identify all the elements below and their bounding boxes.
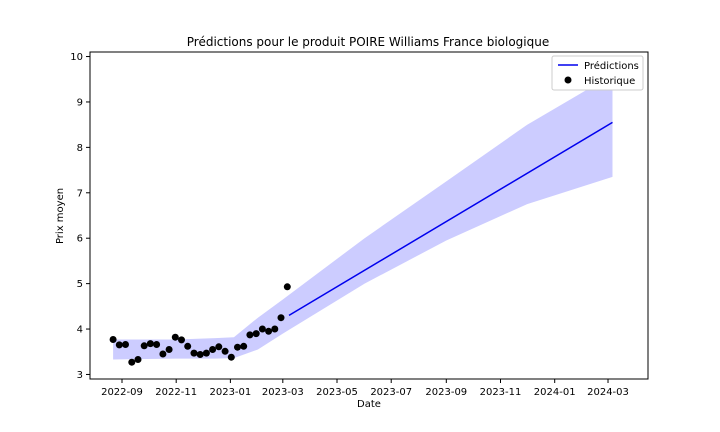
history-point xyxy=(178,336,185,344)
history-point xyxy=(234,343,241,351)
legend-history-swatch xyxy=(564,76,572,84)
y-tick-label: 7 xyxy=(77,188,83,199)
history-point xyxy=(165,346,173,353)
y-tick-label: 6 xyxy=(77,234,83,245)
history-point xyxy=(252,330,260,338)
history-point xyxy=(215,343,223,351)
history-point xyxy=(209,346,217,353)
history-point xyxy=(202,349,210,357)
history-point xyxy=(128,358,136,366)
y-tick-label: 10 xyxy=(70,52,83,63)
history-point xyxy=(109,336,117,343)
y-tick-label: 8 xyxy=(77,143,83,154)
x-tick-label: 2023-09 xyxy=(425,387,467,398)
history-point xyxy=(196,351,204,358)
x-tick-label: 2022-09 xyxy=(101,387,143,398)
history-points-layer xyxy=(109,283,291,366)
y-tick-label: 9 xyxy=(77,97,83,108)
x-tick-label: 2022-11 xyxy=(155,387,197,398)
y-tick-label: 5 xyxy=(77,279,83,290)
history-point xyxy=(258,325,266,333)
history-point xyxy=(140,342,148,350)
history-point xyxy=(221,347,229,355)
history-point xyxy=(134,356,142,363)
x-tick-label: 2023-11 xyxy=(480,387,522,398)
history-point xyxy=(277,314,285,322)
legend-history-label: Historique xyxy=(584,76,635,87)
plot-frame xyxy=(89,51,649,380)
x-tick-label: 2024-01 xyxy=(534,387,576,398)
y-axis-ticks: 3 4 5 6 7 8 9 10 xyxy=(70,52,90,381)
history-point xyxy=(159,350,167,358)
history-point xyxy=(271,325,279,333)
x-axis-ticks: 2022-09 2022-11 2023-01 2023-03 2023-05 2023-… xyxy=(101,379,629,398)
y-tick-label: 4 xyxy=(77,325,83,336)
history-point xyxy=(246,331,254,339)
history-point xyxy=(265,327,273,335)
history-point xyxy=(115,341,123,349)
x-tick-label: 2023-05 xyxy=(316,387,358,398)
history-point xyxy=(283,283,291,291)
x-axis-label: Date xyxy=(357,399,381,410)
x-tick-label: 2023-01 xyxy=(209,387,251,398)
y-tick-label: 3 xyxy=(77,370,83,381)
history-point xyxy=(184,342,192,350)
x-tick-label: 2023-03 xyxy=(262,387,304,398)
chart-title: Prédictions pour le produit POIRE Willia… xyxy=(187,35,549,49)
y-axis-label: Prix moyen xyxy=(55,188,66,244)
history-point xyxy=(146,340,154,348)
prediction-line-layer xyxy=(288,121,613,317)
x-tick-label: 2023-07 xyxy=(370,387,412,398)
x-tick-label: 2024-03 xyxy=(587,387,629,398)
legend-prediction-label: Prédictions xyxy=(584,60,639,72)
history-point xyxy=(153,341,161,348)
history-point xyxy=(240,342,248,350)
prediction-line xyxy=(288,121,613,317)
history-point xyxy=(122,341,129,348)
history-point xyxy=(171,333,179,341)
history-point xyxy=(190,349,198,357)
history-point xyxy=(227,353,235,361)
legend: Prédictions Historique xyxy=(551,55,644,91)
